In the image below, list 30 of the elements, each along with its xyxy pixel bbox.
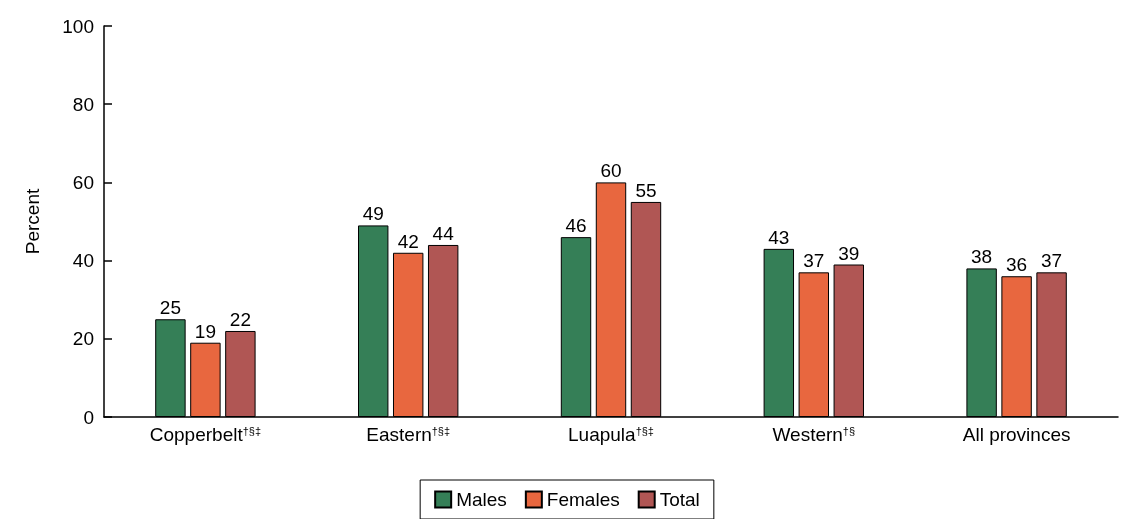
data-label: 55	[635, 179, 657, 201]
data-label: 19	[194, 320, 216, 342]
data-label: 60	[600, 160, 622, 182]
data-label: 37	[1041, 250, 1063, 272]
x-tick-label: Luapula†§‡	[568, 424, 654, 445]
data-label: 44	[432, 222, 455, 244]
y-axis-title: Percent	[22, 188, 43, 255]
y-tick-label: 100	[62, 15, 94, 37]
data-label: 37	[803, 250, 825, 272]
data-label: 43	[768, 226, 790, 248]
legend-label: Males	[456, 489, 507, 510]
data-label: 25	[159, 297, 181, 319]
x-tick-label: Copperbelt†§‡	[149, 424, 262, 445]
x-tick-label: Eastern†§‡	[366, 424, 451, 445]
data-label: 38	[971, 246, 993, 268]
data-label: 46	[565, 215, 587, 237]
data-label: 49	[362, 203, 384, 225]
legend-label: Females	[546, 489, 620, 510]
legend-label: Total	[659, 489, 700, 510]
data-label: 39	[838, 242, 860, 264]
y-tick-label: 60	[72, 171, 94, 193]
data-label: 42	[397, 230, 419, 252]
x-tick-label: All provinces	[962, 424, 1071, 445]
y-tick-label: 80	[72, 93, 94, 115]
data-label: 22	[229, 308, 251, 330]
y-tick-label: 40	[72, 250, 94, 272]
y-tick-label: 0	[83, 406, 94, 428]
x-tick-label: Western†§	[772, 424, 856, 445]
y-tick-label: 20	[72, 328, 94, 350]
data-label: 36	[1006, 254, 1028, 276]
